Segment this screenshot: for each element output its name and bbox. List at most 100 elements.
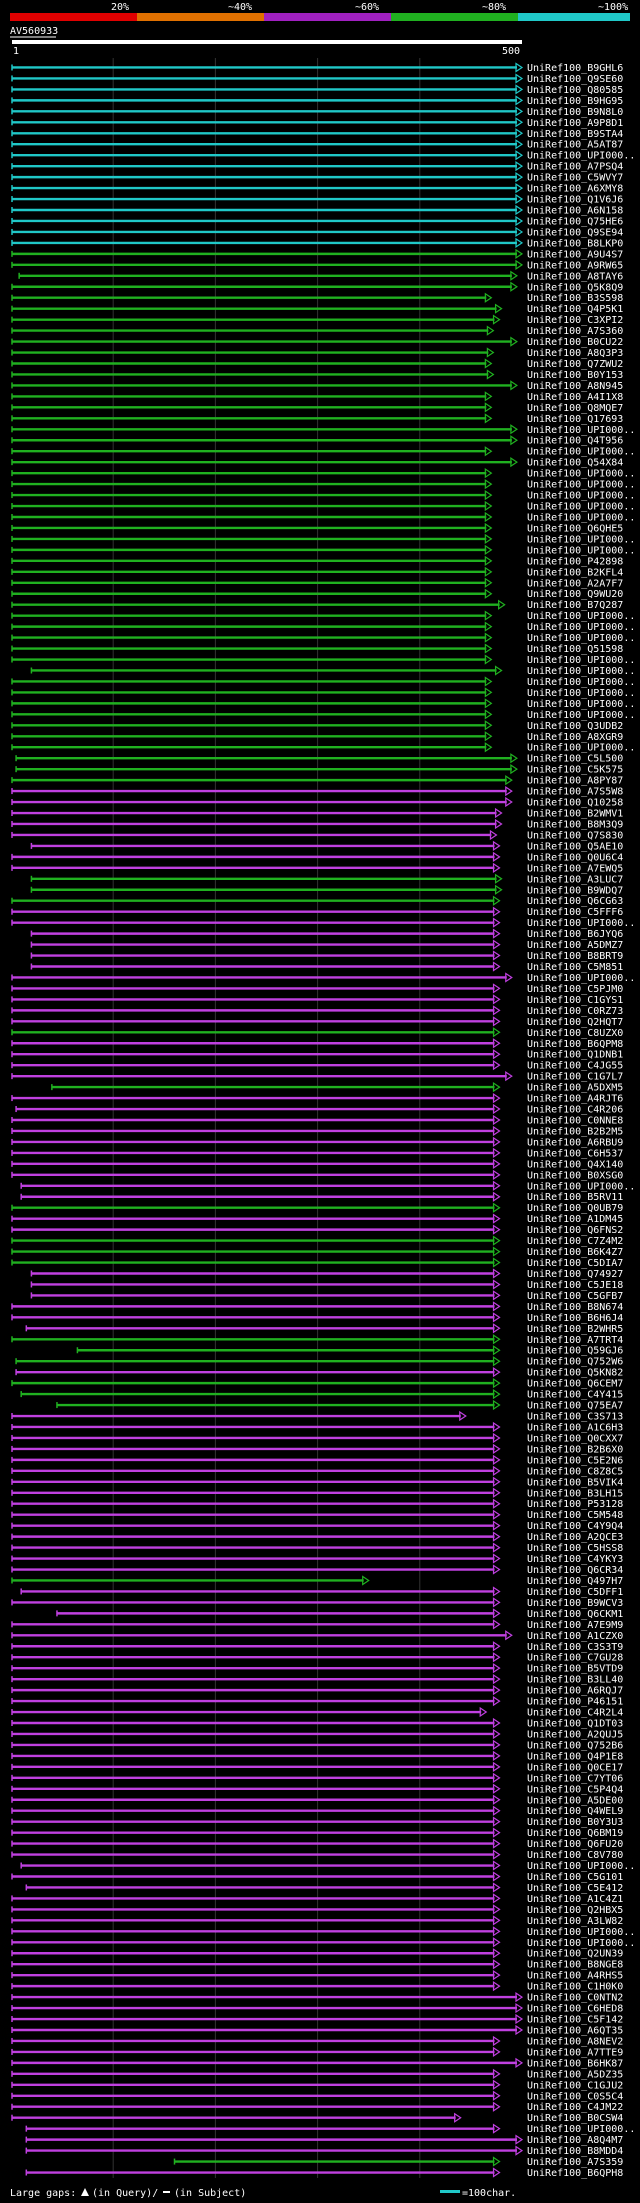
hit-label[interactable]: UniRef100_B2WMV1	[527, 809, 623, 820]
hit-label[interactable]: UniRef100_A7TTE9	[527, 2047, 623, 2058]
hit-label[interactable]: UniRef100_UPI000..	[527, 677, 635, 688]
hit-label[interactable]: UniRef100_UPI000..	[527, 2124, 635, 2135]
hit-row[interactable]: UniRef100_B0Y153	[11, 369, 623, 381]
hit-row[interactable]: UniRef100_UPI000..	[11, 621, 635, 633]
hit-row[interactable]: UniRef100_Q9WU20	[11, 588, 623, 600]
hit-label[interactable]: UniRef100_C5PJM0	[527, 984, 623, 995]
hit-row[interactable]: UniRef100_C5DIA7	[11, 1257, 623, 1269]
hit-row[interactable]: UniRef100_A7TRT4	[11, 1334, 623, 1346]
hit-row[interactable]: UniRef100_C5E412	[25, 1882, 623, 1894]
hit-row[interactable]: UniRef100_A7S5W8	[11, 785, 623, 798]
hit-label[interactable]: UniRef100_A7TRT4	[527, 1335, 623, 1346]
hit-row[interactable]: UniRef100_A5AT87	[11, 139, 623, 151]
hit-row[interactable]: UniRef100_Q6QHE5	[11, 522, 623, 534]
hit-label[interactable]: UniRef100_P42898	[527, 556, 623, 567]
hit-row[interactable]: UniRef100_Q0UB79	[11, 1202, 623, 1214]
hit-label[interactable]: UniRef100_C7Z4M2	[527, 1236, 623, 1247]
hit-label[interactable]: UniRef100_A8TAY6	[527, 271, 623, 282]
hit-row[interactable]: UniRef100_C5HSS8	[11, 1542, 623, 1554]
hit-row[interactable]: UniRef100_Q1DNB1	[11, 1049, 623, 1061]
hit-label[interactable]: UniRef100_C8V780	[527, 1850, 623, 1861]
hit-row[interactable]: UniRef100_UPI000..	[11, 698, 635, 710]
hit-row[interactable]: UniRef100_Q7ZWU2	[11, 358, 623, 370]
hit-label[interactable]: UniRef100_C5E412	[527, 1883, 623, 1894]
hit-row[interactable]: UniRef100_UPI000..	[30, 665, 635, 677]
hit-label[interactable]: UniRef100_A5DZ35	[527, 2069, 623, 2080]
hit-row[interactable]: UniRef100_A7PSQ4	[11, 161, 623, 173]
hit-row[interactable]: UniRef100_C4R206	[15, 1103, 623, 1116]
hit-label[interactable]: UniRef100_B0XSG0	[527, 1170, 623, 1181]
hit-label[interactable]: UniRef100_A8N945	[527, 381, 623, 392]
hit-label[interactable]: UniRef100_UPI000..	[527, 534, 635, 545]
hit-row[interactable]: UniRef100_A7E9M9	[11, 1619, 623, 1631]
hit-label[interactable]: UniRef100_UPI000..	[527, 469, 635, 480]
hit-row[interactable]: UniRef100_UPI000..	[11, 424, 635, 436]
hit-row[interactable]: UniRef100_C0NTN2	[11, 1991, 623, 2004]
hit-row[interactable]: UniRef100_UPI000..	[11, 709, 635, 721]
hit-label[interactable]: UniRef100_P53128	[527, 1499, 623, 1510]
hit-row[interactable]: UniRef100_A9RW65	[11, 259, 623, 271]
hit-label[interactable]: UniRef100_A6RQJ7	[527, 1686, 623, 1697]
hit-row[interactable]: UniRef100_C4Y415	[20, 1388, 623, 1401]
hit-row[interactable]: UniRef100_Q9SE94	[11, 226, 623, 238]
hit-row[interactable]: UniRef100_UPI000..	[11, 533, 635, 545]
hit-row[interactable]: UniRef100_B5VTD9	[11, 1663, 623, 1675]
hit-label[interactable]: UniRef100_C4Y415	[527, 1390, 623, 1401]
hit-row[interactable]: UniRef100_B8MDD4	[25, 2145, 623, 2157]
hit-label[interactable]: UniRef100_A5DMZ7	[527, 940, 623, 951]
hit-label[interactable]: UniRef100_C4JG55	[527, 1061, 623, 1072]
hit-row[interactable]: UniRef100_Q8MQE7	[11, 402, 623, 414]
hit-label[interactable]: UniRef100_Q4P5K1	[527, 304, 623, 315]
hit-label[interactable]: UniRef100_Q6CG63	[527, 896, 623, 907]
hit-row[interactable]: UniRef100_Q51598	[11, 643, 623, 655]
hit-row[interactable]: UniRef100_Q1V6J6	[11, 193, 623, 206]
hit-row[interactable]: UniRef100_Q6BM19	[11, 1827, 623, 1839]
hit-label[interactable]: UniRef100_Q74927	[527, 1269, 623, 1280]
hit-row[interactable]: UniRef100_A8XGR9	[11, 731, 623, 743]
hit-label[interactable]: UniRef100_B7Q287	[527, 600, 623, 611]
hit-row[interactable]: UniRef100_B9STA4	[11, 128, 623, 140]
hit-row[interactable]: UniRef100_C5M548	[11, 1509, 623, 1521]
hit-label[interactable]: UniRef100_A3LW82	[527, 1916, 623, 1927]
hit-label[interactable]: UniRef100_C5E2N6	[527, 1455, 623, 1466]
hit-row[interactable]: UniRef100_B9GHL6	[11, 62, 623, 74]
hit-label[interactable]: UniRef100_B6QPM8	[527, 1039, 623, 1050]
hit-row[interactable]: UniRef100_B5RV11	[20, 1191, 623, 1203]
hit-row[interactable]: UniRef100_C5JE18	[30, 1279, 623, 1291]
hit-row[interactable]: UniRef100_Q2UN39	[11, 1948, 623, 1960]
hit-label[interactable]: UniRef100_C7GU28	[527, 1653, 623, 1664]
hit-label[interactable]: UniRef100_C0NTN2	[527, 1993, 623, 2004]
hit-label[interactable]: UniRef100_C8UZX0	[527, 1028, 623, 1039]
hit-row[interactable]: UniRef100_Q4X140	[11, 1158, 623, 1170]
hit-row[interactable]: UniRef100_Q4P5K1	[11, 303, 623, 315]
hit-label[interactable]: UniRef100_C5M548	[527, 1510, 623, 1521]
hit-row[interactable]: UniRef100_Q1DT03	[11, 1717, 623, 1730]
hit-row[interactable]: UniRef100_A9U4S7	[11, 248, 623, 260]
hit-row[interactable]: UniRef100_UPI000..	[11, 1937, 635, 1949]
hit-label[interactable]: UniRef100_A7S359	[527, 2157, 623, 2168]
hit-label[interactable]: UniRef100_A3LUC7	[527, 874, 623, 885]
hit-label[interactable]: UniRef100_A8Q4M7	[527, 2135, 623, 2146]
hit-row[interactable]: UniRef100_Q2HBX5	[11, 1904, 623, 1916]
hit-row[interactable]: UniRef100_A8TAY6	[18, 270, 623, 282]
hit-row[interactable]: UniRef100_B6HK87	[11, 2057, 623, 2069]
hit-label[interactable]: UniRef100_Q51598	[527, 644, 623, 655]
hit-row[interactable]: UniRef100_Q5AE10	[30, 840, 623, 852]
hit-label[interactable]: UniRef100_A7E9M9	[527, 1620, 623, 1631]
hit-label[interactable]: UniRef100_B0Y3U3	[527, 1817, 623, 1828]
hit-row[interactable]: UniRef100_A1C4Z1	[11, 1893, 623, 1905]
hit-label[interactable]: UniRef100_Q54X84	[527, 458, 623, 469]
hit-row[interactable]: UniRef100_B2WHR5	[25, 1323, 623, 1335]
hit-label[interactable]: UniRef100_Q2UN39	[527, 1949, 623, 1960]
hit-row[interactable]: UniRef100_UPI000..	[11, 511, 635, 523]
hit-label[interactable]: UniRef100_Q9SE60	[527, 74, 623, 85]
hit-row[interactable]: UniRef100_UPI000..	[11, 489, 635, 502]
hit-row[interactable]: UniRef100_C5P4Q4	[11, 1783, 623, 1795]
hit-label[interactable]: UniRef100_A7PSQ4	[527, 162, 623, 173]
hit-row[interactable]: UniRef100_C7Z4M2	[11, 1235, 623, 1247]
hit-row[interactable]: UniRef100_Q75EA7	[56, 1399, 623, 1412]
hit-row[interactable]: UniRef100_A3LUC7	[30, 873, 623, 885]
hit-label[interactable]: UniRef100_B6HK87	[527, 2058, 623, 2069]
hit-label[interactable]: UniRef100_Q2HBX5	[527, 1905, 623, 1916]
hit-label[interactable]: UniRef100_UPI000..	[527, 480, 635, 491]
